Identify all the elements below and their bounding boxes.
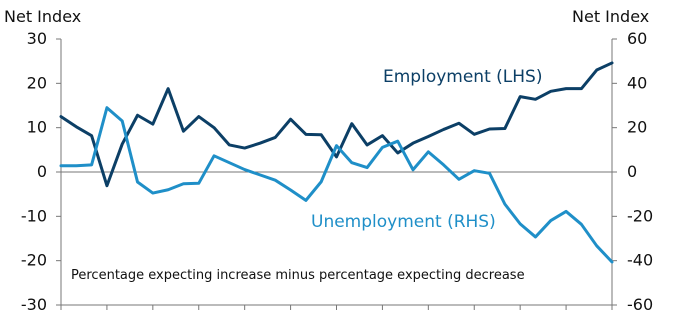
left-axis-tick-label: -20 <box>21 251 47 270</box>
right-axis-tick-label: 40 <box>627 73 647 92</box>
right-axis-tick-label: 0 <box>627 162 637 181</box>
unemployment-series-label: Unemployment (RHS) <box>311 212 496 232</box>
left-axis-tick-label: 0 <box>37 162 47 181</box>
right-axis-tick-label: -60 <box>627 295 653 314</box>
series-layer <box>59 61 614 264</box>
unemployment-series-line <box>59 106 614 264</box>
axis-layer <box>56 38 617 310</box>
right-axis-tick-label: 20 <box>627 118 647 137</box>
left-axis-title: Net Index <box>4 7 81 26</box>
label-layer: 30 20 10 0 -10 -20 -30 60 40 20 0 -20 -40 -60 Net Inde… <box>4 7 653 314</box>
left-axis-tick-label: -10 <box>21 206 47 225</box>
left-axis-tick-label: 20 <box>27 73 47 92</box>
right-axis-tick-label: -40 <box>627 251 653 270</box>
right-axis-tick-label: 60 <box>627 29 647 48</box>
left-axis-tick-label: 10 <box>27 118 47 137</box>
left-axis-tick-label: 30 <box>27 29 47 48</box>
employment-series-label: Employment (LHS) <box>383 67 542 87</box>
left-axis-tick-label: -30 <box>21 295 47 314</box>
right-axis-title: Net Index <box>572 7 649 26</box>
chart-annotation: Percentage expecting increase minus perc… <box>71 268 525 283</box>
right-axis-tick-label: -20 <box>627 206 653 225</box>
